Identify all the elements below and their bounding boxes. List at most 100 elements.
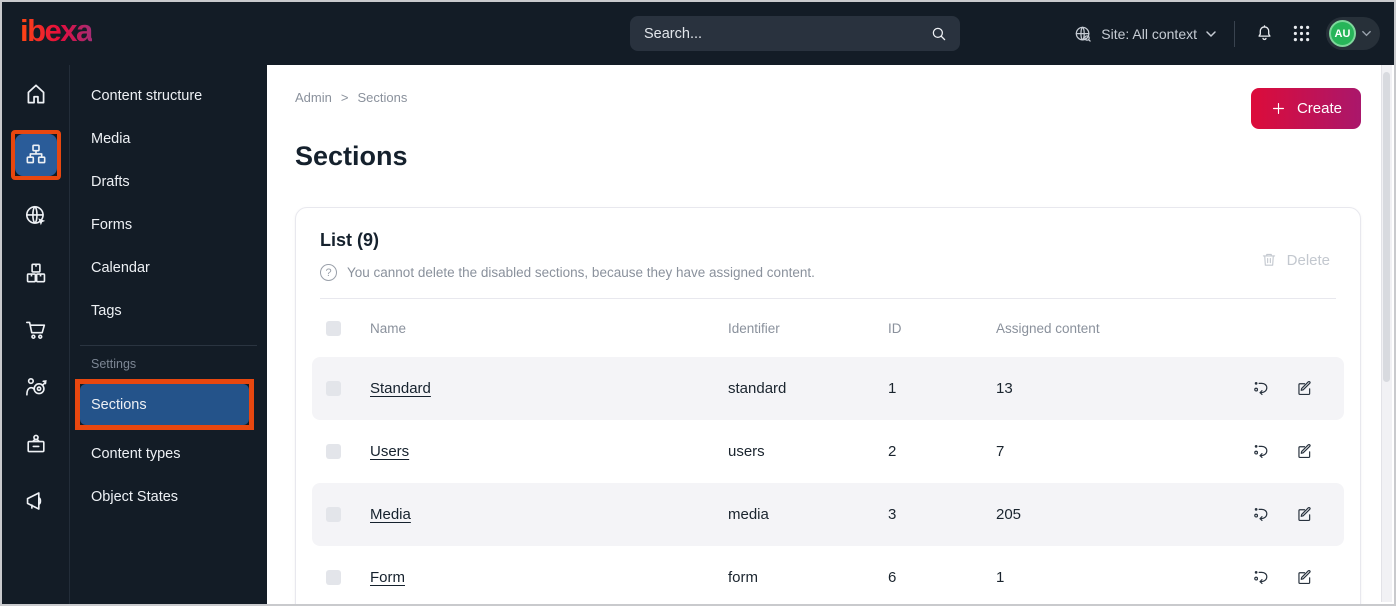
sidebar-item-personalization[interactable]	[15, 366, 57, 408]
select-all-checkbox[interactable]	[326, 320, 341, 336]
section-name-link[interactable]: Standard	[370, 380, 431, 397]
sidebar-item-content-types[interactable]: Content types	[70, 432, 267, 475]
edit-button[interactable]	[1295, 568, 1314, 587]
menu-item-label: Content types	[91, 445, 181, 462]
section-name-link[interactable]: Users	[370, 443, 410, 460]
apps-grid-button[interactable]	[1289, 21, 1314, 46]
column-header-assigned-content: Assigned content	[996, 320, 1100, 336]
edit-button[interactable]	[1295, 442, 1314, 461]
menu-item-label: Content structure	[91, 87, 203, 104]
sidebar-item-sections[interactable]: Sections	[80, 384, 249, 425]
avatar: AU	[1329, 20, 1356, 47]
campaign-megaphone-icon	[26, 492, 41, 510]
edit-button[interactable]	[1295, 379, 1314, 398]
settings-group-label: Settings	[91, 357, 137, 371]
user-menu[interactable]: AU	[1326, 17, 1380, 50]
menu-divider	[80, 345, 257, 346]
topbar-right: Site: All context AU	[1073, 2, 1380, 65]
sidebar-item-content[interactable]	[14, 134, 57, 176]
card-header: List (9) Delete ? You cannot delete the …	[296, 208, 1360, 281]
global-search[interactable]	[630, 16, 960, 51]
table-header-row: Name Identifier ID Assigned content	[312, 299, 1344, 357]
assigned-content-cell: 205	[996, 506, 1022, 523]
sidebar-item-products[interactable]	[15, 252, 57, 294]
scrollbar[interactable]	[1381, 65, 1392, 602]
table-row[interactable]: Form form 6 1	[312, 546, 1344, 604]
notifications-button[interactable]	[1252, 21, 1277, 46]
globe-icon	[1075, 26, 1091, 42]
sections-table: Name Identifier ID Assigned content Stan…	[312, 299, 1344, 604]
sidebar-item-forms[interactable]: Forms	[70, 203, 267, 246]
menu-item-label: Sections	[91, 396, 147, 413]
section-name-link[interactable]: Form	[370, 569, 405, 586]
row-checkbox[interactable]	[326, 444, 341, 459]
bell-icon	[1258, 25, 1271, 41]
menu-item-label: Drafts	[91, 173, 130, 190]
row-checkbox[interactable]	[326, 381, 341, 396]
main-content: Admin > Sections Create Sections List (9…	[267, 65, 1382, 604]
menu-item-label: Forms	[91, 216, 133, 233]
chevron-down-icon	[1206, 30, 1216, 37]
assigned-content-cell: 7	[996, 443, 1005, 460]
edit-icon	[1298, 506, 1311, 522]
sidebar-item-dashboard[interactable]	[15, 73, 57, 115]
sidebar-item-media[interactable]: Media	[70, 117, 267, 160]
table-row[interactable]: Standard standard 1 13	[312, 357, 1344, 420]
column-header-name: Name	[370, 320, 407, 336]
plus-icon	[1272, 102, 1284, 115]
id-cell: 3	[888, 506, 897, 523]
search-input[interactable]	[642, 24, 930, 43]
breadcrumb-sections: Sections	[357, 90, 408, 105]
breadcrumb-admin[interactable]: Admin	[295, 90, 332, 105]
sidebar-item-commerce[interactable]	[15, 309, 57, 351]
edit-icon	[1298, 443, 1311, 459]
table-row[interactable]: Media media 3 205	[312, 483, 1344, 546]
section-name-link[interactable]: Media	[370, 506, 411, 523]
sidebar-item-object-states[interactable]: Object States	[70, 475, 267, 518]
table-row[interactable]: Users users 2 7	[312, 420, 1344, 483]
id-cell: 6	[888, 569, 897, 586]
sidebar-item-content-structure[interactable]: Content structure	[70, 74, 267, 117]
chevron-down-icon	[1362, 30, 1371, 37]
sidebar-item-drafts[interactable]: Drafts	[70, 160, 267, 203]
card-divider	[320, 298, 1336, 299]
edit-icon	[1298, 380, 1311, 396]
row-checkbox[interactable]	[326, 507, 341, 522]
sidebar-item-campaign[interactable]	[15, 480, 57, 522]
ibexa-logo[interactable]: ibexa	[20, 13, 93, 48]
trash-icon	[1262, 253, 1275, 266]
create-button[interactable]: Create	[1250, 88, 1361, 129]
info-row: ? You cannot delete the disabled section…	[320, 264, 1336, 281]
edit-button[interactable]	[1295, 505, 1314, 524]
content-tree-icon	[26, 144, 45, 164]
assigned-content-cell: 13	[996, 380, 1013, 397]
sections-list-card: List (9) Delete ? You cannot delete the …	[295, 207, 1361, 604]
assign-content-button[interactable]	[1252, 442, 1271, 461]
commerce-cart-icon	[25, 321, 45, 339]
breadcrumb-separator: >	[340, 90, 349, 105]
id-cell: 1	[888, 380, 897, 397]
info-text: You cannot delete the disabled sections,…	[347, 265, 815, 280]
assign-content-button[interactable]	[1252, 505, 1271, 524]
site-globe-cursor-icon	[25, 205, 45, 226]
create-button-label: Create	[1296, 100, 1342, 117]
assign-content-button[interactable]	[1252, 379, 1271, 398]
home-icon	[27, 84, 44, 104]
row-checkbox[interactable]	[326, 570, 341, 585]
delete-button[interactable]: Delete	[1254, 250, 1336, 270]
identifier-cell: users	[728, 443, 765, 460]
assign-content-icon	[1254, 382, 1268, 396]
sidebar-item-site[interactable]	[15, 195, 57, 237]
grid-dots-icon	[1293, 25, 1310, 42]
search-icon[interactable]	[930, 25, 948, 43]
assign-content-button[interactable]	[1252, 568, 1271, 587]
topbar: ibexa Site: All context AU	[2, 2, 1394, 65]
delete-button-label: Delete	[1286, 251, 1330, 269]
site-context-dropdown[interactable]: Site: All context	[1073, 24, 1217, 44]
sidebar-item-corporate[interactable]	[15, 423, 57, 465]
sidebar-item-tags[interactable]: Tags	[70, 289, 267, 332]
scrollbar-thumb[interactable]	[1383, 72, 1390, 382]
site-context-label: Site: All context	[1101, 25, 1197, 42]
sidebar-item-calendar[interactable]: Calendar	[70, 246, 267, 289]
